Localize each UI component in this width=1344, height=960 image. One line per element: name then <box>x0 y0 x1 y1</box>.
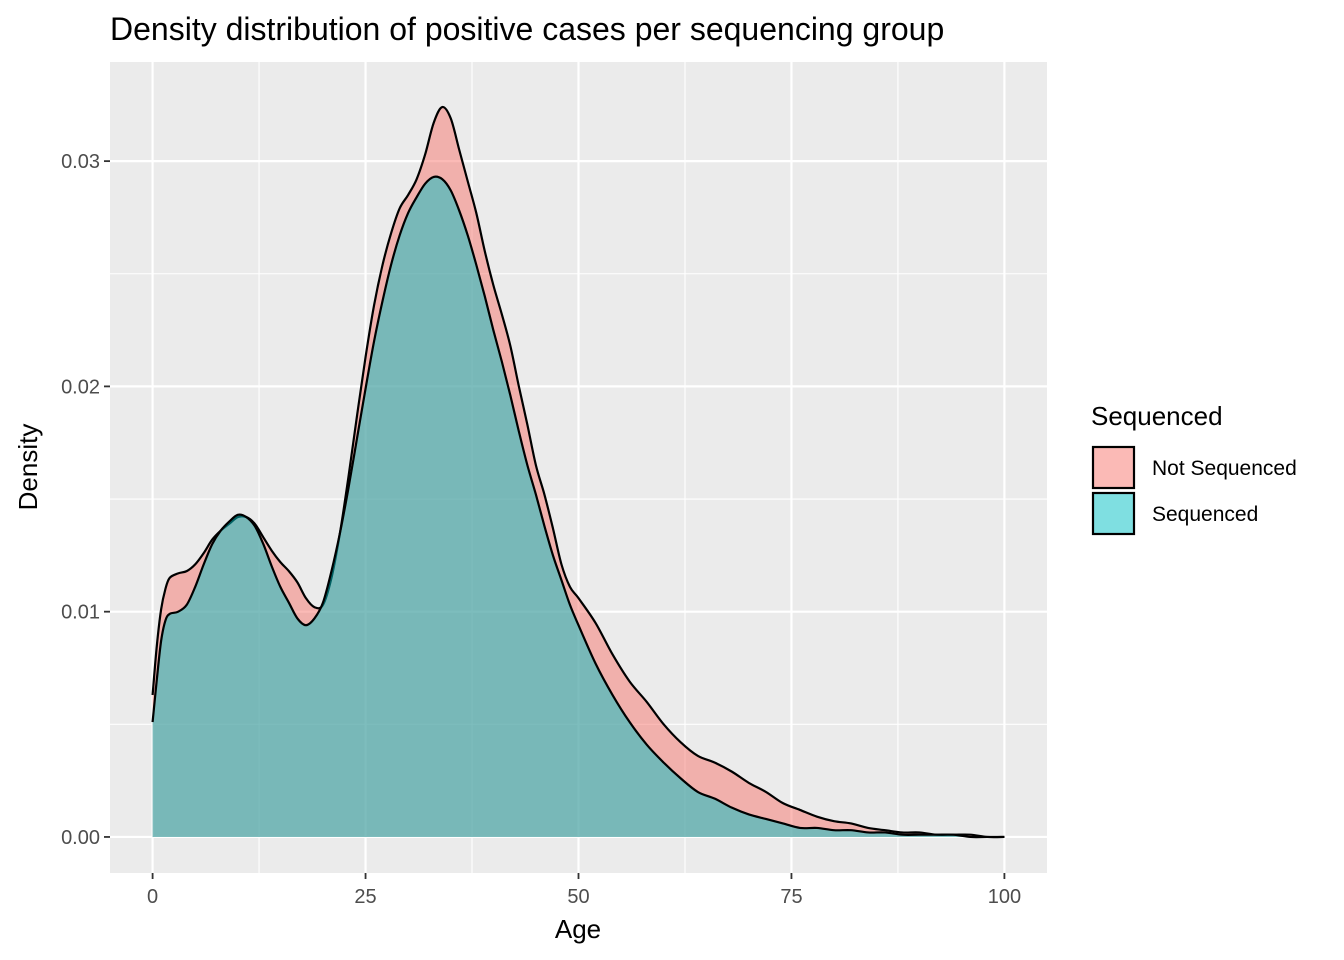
y-tick-label: 0.00 <box>61 827 100 849</box>
y-tick-label: 0.01 <box>61 602 100 624</box>
x-tick-label: 0 <box>147 886 158 908</box>
density-line-sequenced <box>151 175 1005 839</box>
chart-title: Density distribution of positive cases p… <box>110 11 944 47</box>
x-axis-title: Age <box>555 914 601 944</box>
density-area-sequenced <box>152 176 1005 838</box>
x-tick-label: 100 <box>988 886 1021 908</box>
x-tick-label: 50 <box>567 886 589 908</box>
y-tick-label: 0.03 <box>61 151 100 173</box>
legend-label: Not Sequenced <box>1152 457 1297 480</box>
x-tick-label: 25 <box>354 886 376 908</box>
x-tick-label: 75 <box>780 886 802 908</box>
legend: Sequenced Not Sequenced Sequenced <box>1091 401 1297 536</box>
legend-label: Sequenced <box>1152 503 1258 526</box>
legend-items: Not Sequenced Sequenced <box>1091 445 1297 536</box>
y-tick-label: 0.02 <box>61 376 100 398</box>
legend-title: Sequenced <box>1091 401 1223 431</box>
legend-swatch <box>1091 491 1136 536</box>
density-areas <box>151 105 1005 839</box>
y-axis-ticks: 0.00 0.01 0.02 0.03 <box>61 151 110 849</box>
legend-swatch <box>1091 445 1136 490</box>
y-axis-title: Density <box>13 424 43 511</box>
x-axis-ticks: 0 25 50 75 100 <box>147 873 1021 908</box>
